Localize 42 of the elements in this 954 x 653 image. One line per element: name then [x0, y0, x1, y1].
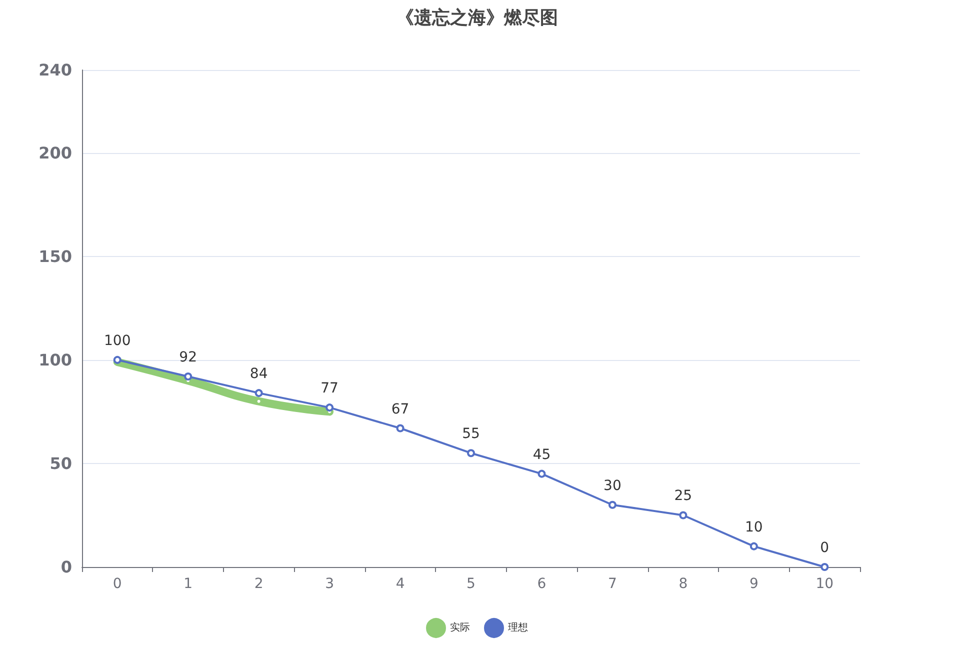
y-tick-label: 200	[38, 143, 72, 162]
y-tick-label: 50	[50, 454, 72, 473]
y-tick-label: 150	[38, 246, 72, 266]
x-tick-label: 5	[466, 576, 476, 592]
data-label: 92	[179, 349, 198, 366]
point	[538, 470, 546, 478]
data-label: 30	[604, 478, 622, 494]
data-label: 100	[104, 332, 131, 349]
y-tick-label: 0	[60, 558, 72, 576]
data-label: 55	[462, 426, 480, 442]
point	[467, 449, 475, 458]
x-tick-label: 9	[749, 576, 758, 592]
point	[184, 372, 192, 380]
data-label: 77	[320, 380, 338, 397]
x-tick-label: 6	[537, 576, 546, 592]
data-label: 45	[532, 446, 551, 463]
point	[820, 563, 829, 571]
x-tick-label: 2	[254, 576, 264, 592]
x-tick-label: 1	[184, 576, 193, 592]
y-tick-label: 240	[38, 60, 72, 80]
x-tick-label: 7	[608, 576, 617, 592]
data-label: 10	[744, 519, 763, 536]
data-label: 0	[820, 540, 830, 556]
point	[326, 404, 334, 412]
point	[396, 424, 404, 432]
point	[750, 542, 758, 550]
point	[254, 389, 263, 398]
x-tick-label: 3	[325, 576, 334, 592]
legend-label: 理想	[508, 622, 528, 634]
chart-title: 《遗忘之海》燃尽图	[396, 8, 558, 28]
data-label: 67	[391, 401, 410, 418]
data-label: 25	[674, 488, 692, 504]
data-label: 84	[250, 366, 268, 382]
legend-label: 实际	[450, 622, 470, 634]
point	[679, 511, 688, 520]
x-tick-label: 4	[396, 576, 405, 592]
x-tick-label: 8	[678, 576, 688, 592]
x-tick-label: 10	[816, 576, 834, 592]
point	[113, 356, 122, 364]
point	[608, 500, 616, 509]
x-tick-label: 0	[112, 576, 122, 592]
y-tick-label: 100	[38, 350, 72, 370]
